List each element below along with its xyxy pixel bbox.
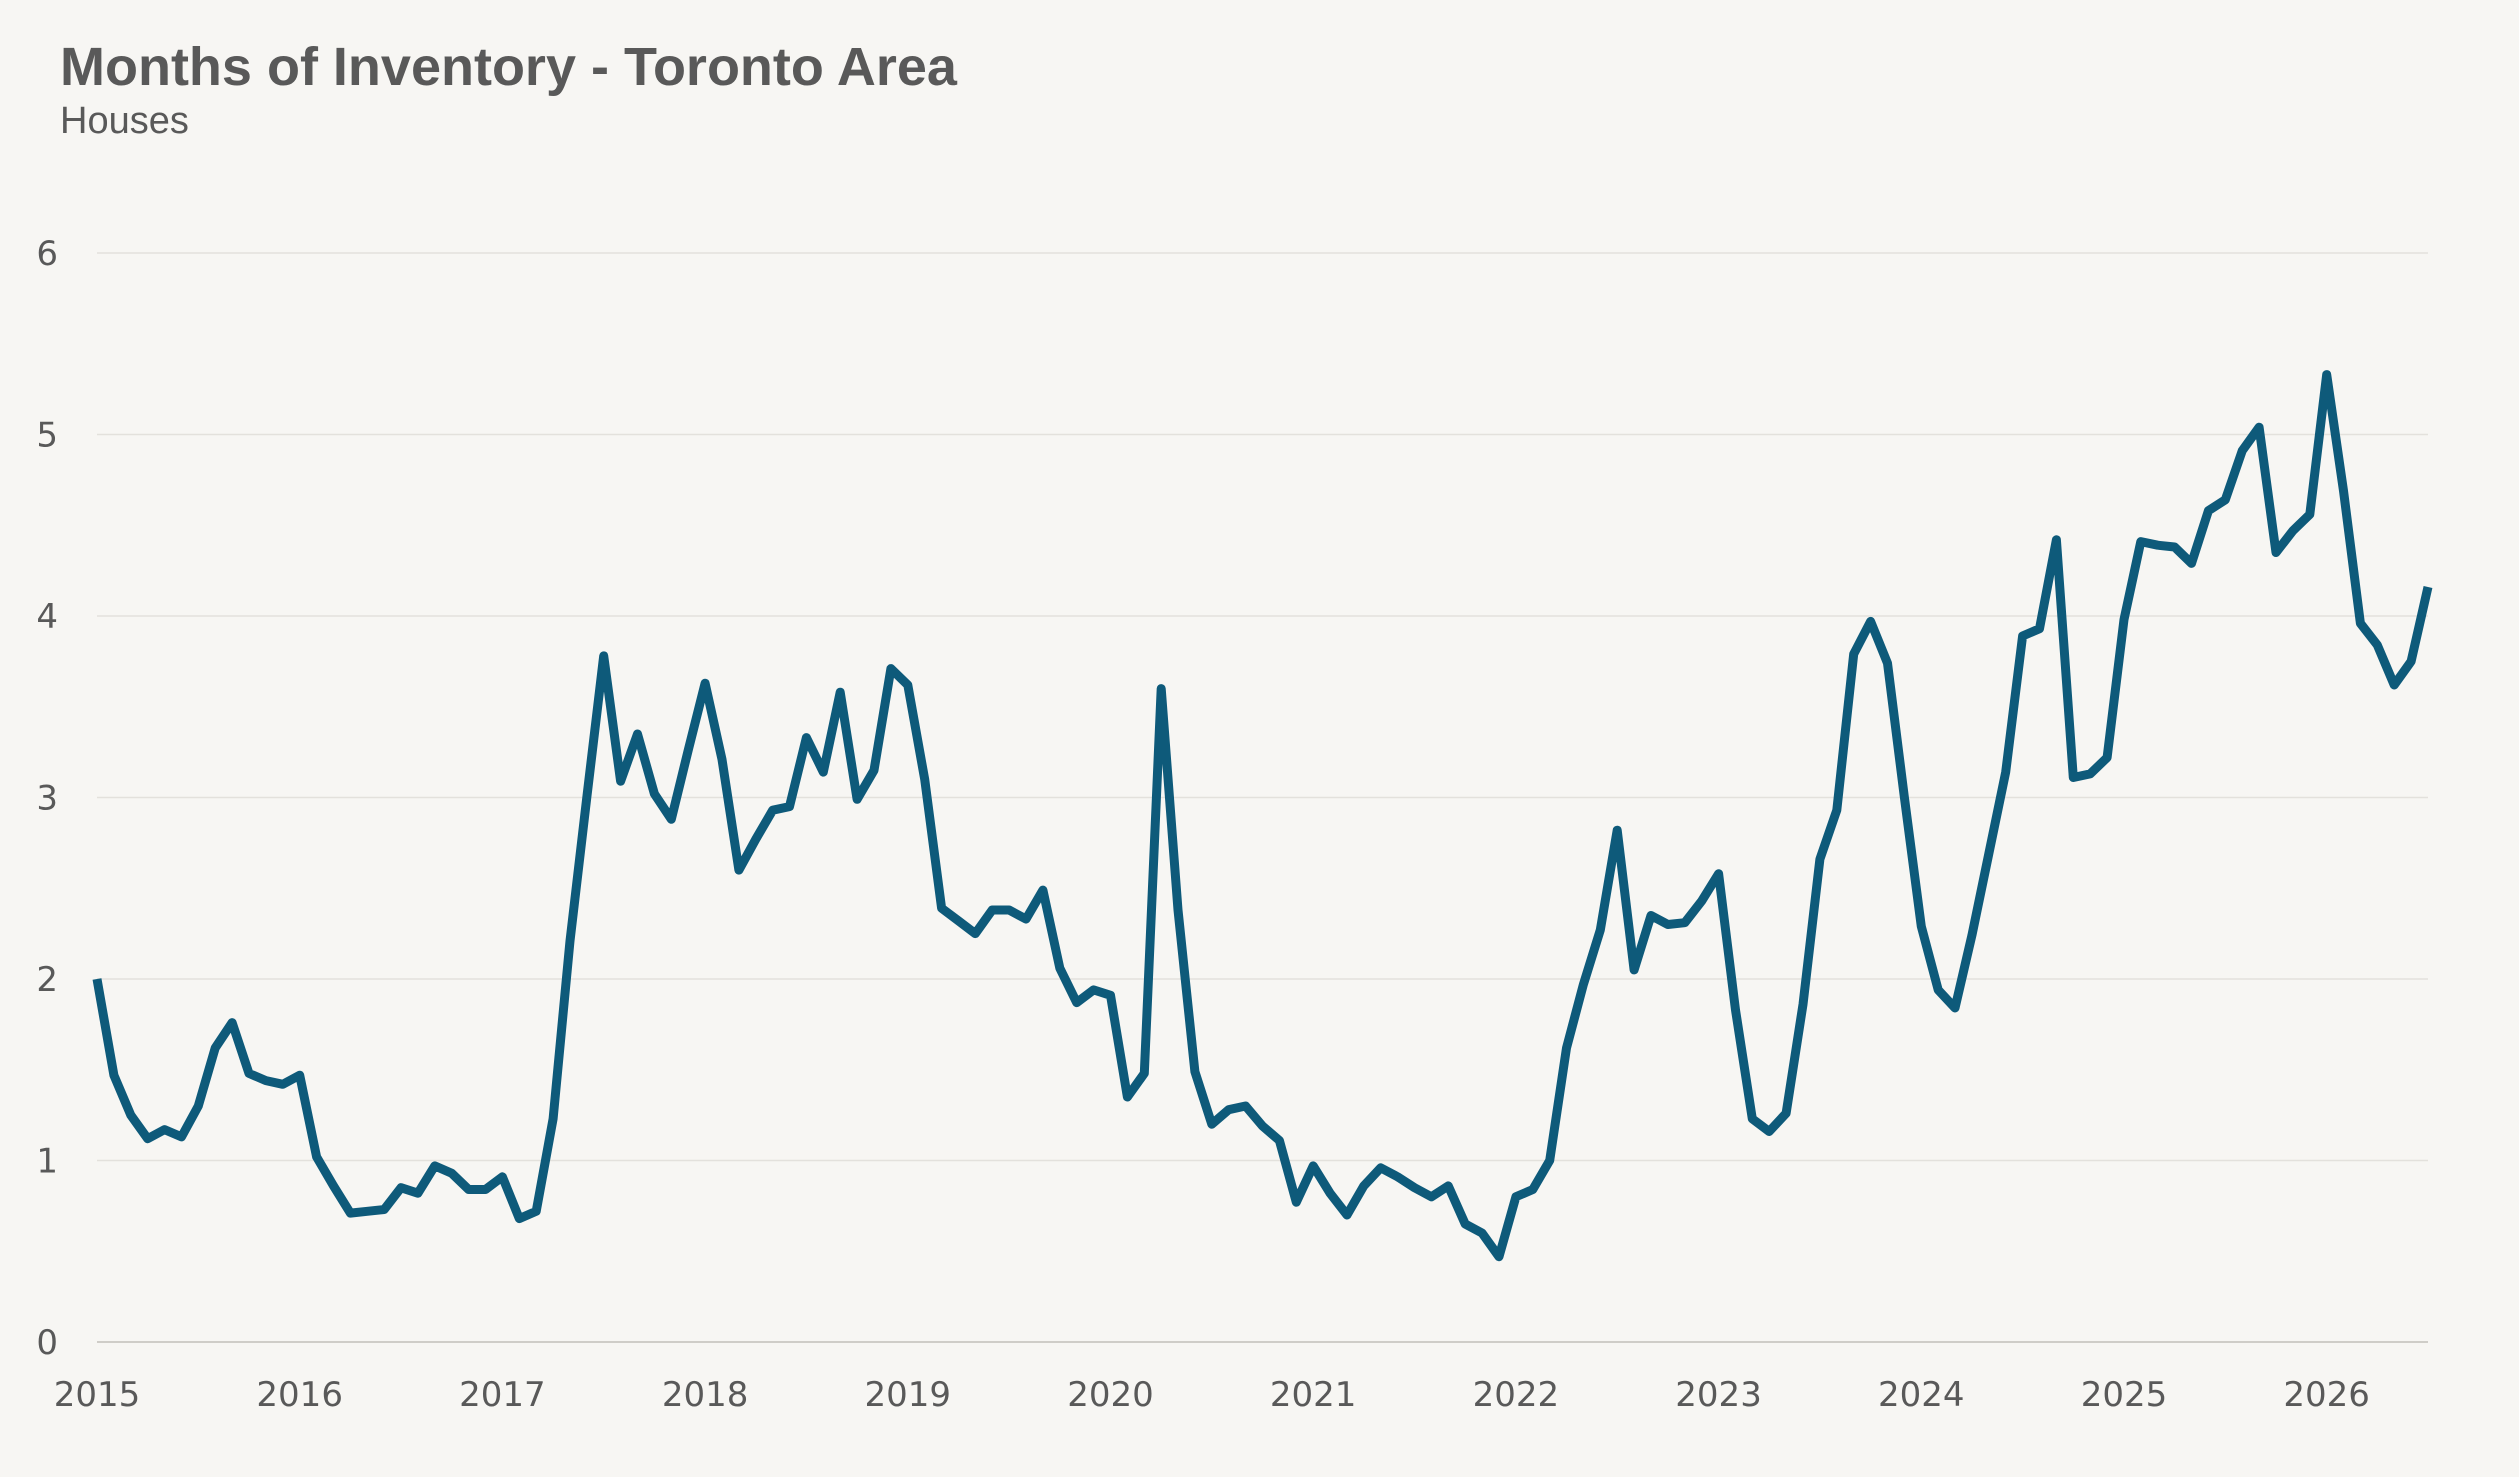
x-tick-label: 2019 bbox=[865, 1375, 952, 1415]
y-tick-label: 2 bbox=[36, 960, 58, 1000]
y-tick-label: 6 bbox=[36, 234, 58, 274]
series-line bbox=[92, 370, 2433, 1262]
x-tick-label: 2020 bbox=[1067, 1375, 1154, 1415]
x-axis-tick-labels: 2015 2016 2017 2018 2019 2020 2021 2022 2023 2024… bbox=[54, 1375, 2370, 1415]
y-tick-label: 5 bbox=[36, 416, 58, 456]
chart-title: Months of Inventory - Toronto Area bbox=[60, 37, 957, 97]
chart-subtitle: Houses bbox=[60, 100, 189, 142]
x-tick-label: 2015 bbox=[54, 1375, 141, 1415]
x-tick-label: 2022 bbox=[1473, 1375, 1560, 1415]
x-tick-label: 2017 bbox=[459, 1375, 546, 1415]
gridlines bbox=[97, 252, 2428, 1162]
x-tick-label: 2024 bbox=[1878, 1375, 1965, 1415]
x-tick-label: 2021 bbox=[1270, 1375, 1357, 1415]
y-tick-label: 3 bbox=[36, 779, 58, 819]
y-tick-label: 0 bbox=[36, 1323, 58, 1363]
y-tick-label: 4 bbox=[36, 597, 58, 637]
x-tick-label: 2018 bbox=[662, 1375, 749, 1415]
y-axis-tick-labels: 0 1 2 3 4 5 6 bbox=[36, 234, 58, 1363]
x-tick-label: 2026 bbox=[2283, 1375, 2370, 1415]
x-tick-label: 2025 bbox=[2081, 1375, 2168, 1415]
x-tick-label: 2016 bbox=[256, 1375, 343, 1415]
y-tick-label: 1 bbox=[36, 1142, 58, 1182]
x-tick-label: 2023 bbox=[1675, 1375, 1762, 1415]
